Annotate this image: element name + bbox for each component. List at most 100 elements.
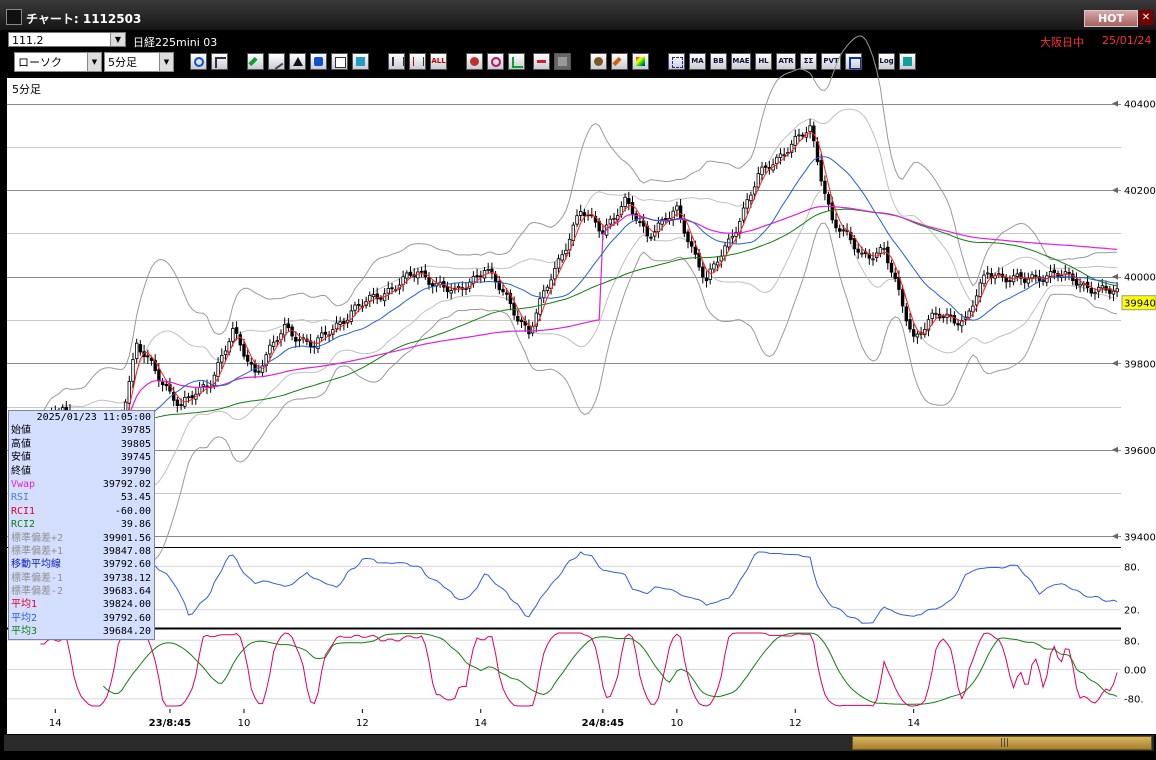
price-labels: 40400 40200 40000 39800 39600 39400 39940 80. 20… [1112, 100, 1156, 706]
trash-icon[interactable] [352, 53, 369, 70]
interval-select[interactable]: 5分足 ▼ [104, 52, 174, 72]
candle-body [553, 268, 557, 280]
candle-width-icon[interactable] [388, 53, 405, 70]
time-tick-label: 10 [238, 718, 251, 729]
crosshair-icon[interactable] [211, 53, 228, 70]
price-tick-label: 40000 [1124, 273, 1156, 284]
indicator-atr-button[interactable]: ATR [776, 53, 796, 70]
price-tick-marker [1112, 533, 1118, 540]
current-price-label: 39940 [1124, 299, 1156, 310]
candle-body [1008, 280, 1012, 283]
indicator-hl-button[interactable]: HL [755, 53, 772, 70]
indicator-sigma-button[interactable]: ΣΣ [800, 53, 817, 70]
candle-body [138, 344, 143, 353]
cursor-icon[interactable] [289, 53, 306, 70]
frame-icon[interactable] [845, 53, 862, 70]
candle-body [908, 319, 912, 330]
candle-body [760, 166, 764, 176]
price-alert-icon[interactable] [533, 53, 550, 70]
trendline-icon[interactable] [268, 53, 285, 70]
data-window-row: 標準偏差-1 39738.12 [9, 572, 154, 585]
candle-body [134, 342, 139, 359]
scrollbar-thumb[interactable] [852, 736, 1152, 750]
candle-narrow-icon[interactable] [409, 53, 426, 70]
data-window-row: 終値 39790 [9, 465, 154, 478]
candle-body [338, 321, 342, 325]
candle-body [1067, 271, 1071, 274]
chart-type-select[interactable]: ローソク ▼ [14, 52, 102, 72]
symbol-input[interactable]: 111.2 ▼ [8, 32, 126, 47]
candle-body [471, 276, 476, 284]
time-tick-label: 10 [671, 718, 684, 729]
candle-body [1078, 283, 1082, 287]
candle-body [693, 246, 698, 255]
export-icon[interactable] [899, 53, 916, 70]
candle-body [956, 323, 960, 326]
document-icon[interactable] [331, 53, 348, 70]
undo-icon[interactable] [310, 53, 327, 70]
candle-body [371, 294, 376, 298]
candle-body [741, 207, 746, 221]
candle-body [612, 217, 616, 220]
candle-body [789, 143, 794, 153]
chevron-down-icon[interactable]: ▼ [87, 53, 101, 71]
candle-body [375, 293, 379, 300]
rci-lines [7, 632, 1121, 707]
candle-body [708, 268, 712, 280]
time-axis [7, 709, 1156, 734]
candle-body [745, 199, 749, 209]
data-window-row: 始値 39785 [9, 424, 154, 437]
candle-body [841, 229, 846, 232]
indicator-mae-button[interactable]: MAE [731, 53, 751, 70]
zoom-icon[interactable] [190, 53, 207, 70]
all-button[interactable]: ALL [430, 53, 447, 70]
candle-body [934, 312, 938, 315]
market-date: 25/01/24 [1102, 34, 1152, 47]
close-icon[interactable]: ✕ [1139, 10, 1153, 25]
candle-body [808, 125, 812, 133]
market-status: 大阪日中 [1040, 36, 1084, 49]
candle-body [556, 258, 561, 269]
window-title: チャート: 1112503 [26, 12, 142, 26]
pencil-icon[interactable] [247, 53, 264, 70]
candle-body [456, 285, 461, 289]
price-tick-label: 40200 [1124, 186, 1156, 197]
data-window-row: Vwap 39792.02 [9, 478, 154, 491]
wrench-icon[interactable] [611, 53, 628, 70]
data-window-row: 平均3 39684.20 [9, 625, 154, 638]
time-tick-label: 24/8:45 [582, 718, 624, 729]
candle-body [871, 258, 875, 261]
time-tick-label: 14 [474, 718, 487, 729]
chevron-down-icon[interactable]: ▼ [159, 53, 173, 71]
candle-body [704, 277, 709, 282]
indicator-ma-button[interactable]: MA [689, 53, 706, 70]
scrollbar-grip-icon: ||| [1000, 738, 1010, 748]
search-icon[interactable] [487, 53, 504, 70]
indicator-bb-button[interactable]: BB [710, 53, 727, 70]
settings-icon[interactable] [590, 53, 607, 70]
candle-body [886, 246, 890, 264]
signal-icon[interactable] [466, 53, 483, 70]
candle-body [690, 241, 694, 247]
app-chart-icon [6, 9, 22, 25]
chevron-down-icon[interactable]: ▼ [110, 33, 125, 46]
log-scale-button[interactable]: Log [878, 53, 895, 70]
indicator-grid-icon[interactable] [668, 53, 685, 70]
candle-body [179, 404, 183, 407]
hot-button[interactable]: HOT [1084, 10, 1138, 27]
candle-body [623, 196, 627, 207]
candle-body [131, 359, 135, 382]
candle-body [797, 134, 801, 137]
rci-tick-label: 80. [1124, 636, 1140, 647]
chart-check-icon[interactable] [508, 53, 525, 70]
candle-body [1111, 290, 1116, 295]
data-window: 2025/01/23 11:05:00 始値 39785 高値 39805 安値 3974… [8, 410, 155, 640]
time-tick-label: 14 [907, 718, 920, 729]
color-palette-icon[interactable] [632, 53, 649, 70]
candle-body [560, 254, 564, 261]
data-window-value: -60.00 [114, 505, 151, 517]
rsi-panel[interactable] [7, 548, 1121, 628]
instrument-name: 日経225mini 03 [133, 36, 218, 49]
candle-body [849, 231, 853, 241]
